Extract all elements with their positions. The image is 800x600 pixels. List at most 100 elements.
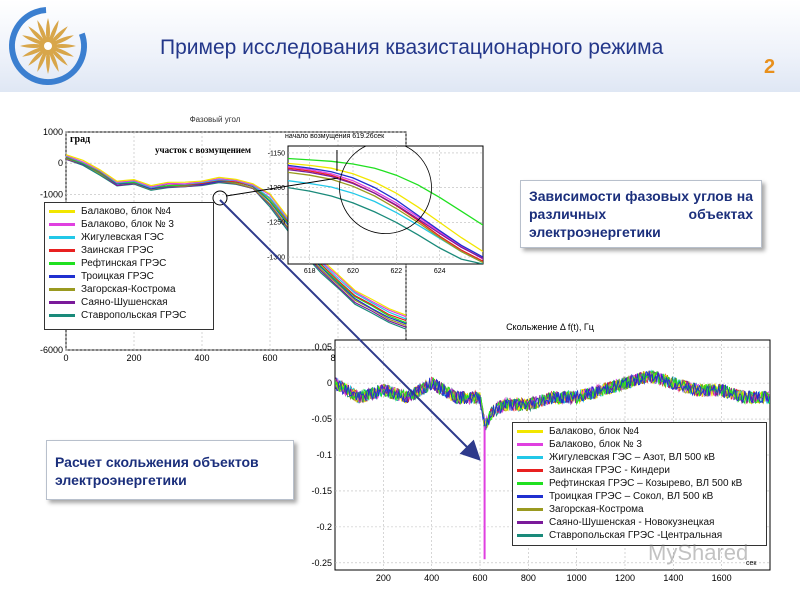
legend-swatch	[49, 236, 75, 239]
watermark: MyShared	[648, 540, 749, 565]
legend-entry: Жигулевская ГЭС	[45, 231, 213, 244]
disturbance-annotation: участок с возмущением	[155, 145, 251, 155]
x-tick-label: 624	[434, 268, 446, 275]
legend-swatch	[517, 430, 543, 433]
legend-entry: Загорская-Кострома	[45, 283, 213, 296]
legend-swatch	[517, 443, 543, 446]
x-tick-label: 400	[424, 573, 439, 583]
legend-label: Балаково, блок №4	[549, 426, 640, 437]
x-tick-label: 400	[194, 353, 209, 363]
y-tick-label: -6000	[40, 345, 63, 355]
legend-entry: Саяно-Шушенская	[45, 296, 213, 309]
legend-entry: Заинская ГРЭС - Киндери	[513, 464, 766, 477]
zoom-annotation: начало возмущения 619.26сек	[285, 133, 385, 140]
slip-calculation-callout: Расчет скольжения объектов электроэнерге…	[46, 440, 294, 500]
legend-entry: Заинская ГРЭС	[45, 244, 213, 257]
legend-swatch	[517, 456, 543, 459]
legend-label: Рефтинская ГРЭС – Козырево, ВЛ 500 кВ	[549, 478, 743, 489]
slide-number: 2	[764, 56, 776, 78]
legend-swatch	[517, 495, 543, 498]
phase-chart-legend: Балаково, блок №4 Балаково, блок № 3 Жигул…	[44, 202, 214, 330]
legend-entry: Балаково, блок № 3	[45, 218, 213, 231]
chart-title: Фазовый угол	[190, 115, 241, 124]
legend-label: Жигулевская ГЭС	[81, 232, 165, 243]
x-tick-label: 200	[126, 353, 141, 363]
y-tick-label: -0.15	[311, 486, 332, 496]
legend-label: Загорская-Кострома	[549, 504, 644, 515]
legend-swatch	[49, 314, 75, 317]
x-tick-label: 200	[376, 573, 391, 583]
legend-entry: Ставропольская ГРЭС	[45, 309, 213, 322]
legend-label: Саяно-Шушенская - Новокузнецкая	[549, 517, 715, 528]
legend-label: Ставропольская ГРЭС	[81, 310, 187, 321]
legend-entry: Балаково, блок №4	[513, 425, 766, 438]
y-tick-label: 0.05	[314, 342, 332, 352]
legend-entry: Саяно-Шушенская - Новокузнецкая	[513, 516, 766, 529]
y-tick-label: 0	[327, 378, 332, 388]
x-tick-label: 622	[390, 268, 402, 275]
phase-angles-callout: Зависимости фазовых углов на различных о…	[520, 180, 762, 248]
legend-label: Троицкая ГРЭС – Сокол, ВЛ 500 кВ	[549, 491, 714, 502]
legend-swatch	[49, 210, 75, 213]
legend-label: Троицкая ГРЭС	[81, 271, 154, 282]
y-tick-label: -0.25	[311, 558, 332, 568]
chart-title: Скольжение Δ f(t), Гц	[506, 322, 594, 332]
legend-swatch	[517, 508, 543, 511]
legend-swatch	[49, 301, 75, 304]
legend-swatch	[49, 223, 75, 226]
legend-entry: Троицкая ГРЭС	[45, 270, 213, 283]
y-tick-label: 1000	[43, 127, 63, 137]
y-tick-label: -1000	[40, 189, 63, 199]
x-tick-label: 618	[304, 268, 316, 275]
y-tick-label: -1300	[267, 254, 285, 261]
legend-label: Загорская-Кострома	[81, 284, 176, 295]
legend-entry: Троицкая ГРЭС – Сокол, ВЛ 500 кВ	[513, 490, 766, 503]
legend-swatch	[49, 249, 75, 252]
y-tick-label: -0.1	[316, 450, 332, 460]
x-tick-label: 0	[63, 353, 68, 363]
legend-label: Заинская ГРЭС - Киндери	[549, 465, 670, 476]
x-tick-label: 1600	[712, 573, 732, 583]
legend-label: Заинская ГРЭС	[81, 245, 154, 256]
legend-entry: Балаково, блок №4	[45, 205, 213, 218]
legend-entry: Рефтинская ГРЭС	[45, 257, 213, 270]
legend-swatch	[49, 288, 75, 291]
y-axis-label: град	[70, 134, 90, 145]
x-tick-label: 1200	[615, 573, 635, 583]
legend-entry: Балаково, блок № 3	[513, 438, 766, 451]
legend-swatch	[517, 482, 543, 485]
legend-label: Балаково, блок №4	[81, 206, 172, 217]
y-tick-label: -1150	[268, 150, 285, 157]
legend-label: Ставропольская ГРЭС -Центральная	[549, 530, 723, 541]
x-tick-label: 600	[472, 573, 487, 583]
slide-title: Пример исследования квазистационарного р…	[160, 36, 664, 59]
legend-label: Рефтинская ГРЭС	[81, 258, 167, 269]
legend-swatch	[49, 275, 75, 278]
slide-header	[0, 0, 800, 92]
legend-swatch	[517, 521, 543, 524]
legend-swatch	[49, 262, 75, 265]
legend-label: Саяно-Шушенская	[81, 297, 168, 308]
y-tick-label: -0.05	[311, 414, 332, 424]
legend-swatch	[517, 534, 543, 537]
x-tick-label: 800	[521, 573, 536, 583]
x-tick-label: 1400	[663, 573, 683, 583]
slip-chart-legend: Балаково, блок №4 Балаково, блок № 3 Жигул…	[512, 422, 767, 546]
y-tick-label: -1250	[267, 220, 285, 227]
x-axis-label: сек	[746, 560, 757, 567]
y-tick-label: -0.2	[316, 522, 332, 532]
y-tick-label: 0	[58, 158, 63, 168]
legend-entry: Загорская-Кострома	[513, 503, 766, 516]
legend-entry: Ставропольская ГРЭС -Центральная	[513, 529, 766, 542]
legend-label: Жигулевская ГЭС – Азот, ВЛ 500 кВ	[549, 452, 716, 463]
phase-angle-zoom-chart: 618 620 622 624 -1150 -1200 -1250 -1300 начало в…	[267, 133, 484, 275]
y-tick-label: -1200	[267, 185, 285, 192]
sun-logo-icon	[9, 7, 87, 85]
legend-entry: Рефтинская ГРЭС – Козырево, ВЛ 500 кВ	[513, 477, 766, 490]
x-tick-label: 1000	[567, 573, 587, 583]
x-tick-label: 620	[347, 268, 359, 275]
legend-label: Балаково, блок № 3	[549, 439, 642, 450]
legend-entry: Жигулевская ГЭС – Азот, ВЛ 500 кВ	[513, 451, 766, 464]
x-tick-label: 600	[262, 353, 277, 363]
legend-swatch	[517, 469, 543, 472]
